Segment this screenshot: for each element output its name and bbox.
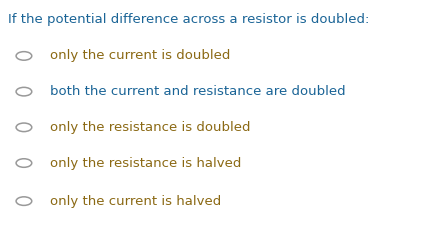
Text: only the current is halved: only the current is halved — [50, 195, 221, 208]
Text: both the current and resistance are doubled: both the current and resistance are doub… — [50, 85, 345, 98]
Text: only the current is doubled: only the current is doubled — [50, 50, 230, 62]
Text: If the potential difference across a resistor is doubled:: If the potential difference across a res… — [8, 13, 368, 26]
Text: only the resistance is halved: only the resistance is halved — [50, 157, 241, 169]
Text: only the resistance is doubled: only the resistance is doubled — [50, 121, 250, 134]
